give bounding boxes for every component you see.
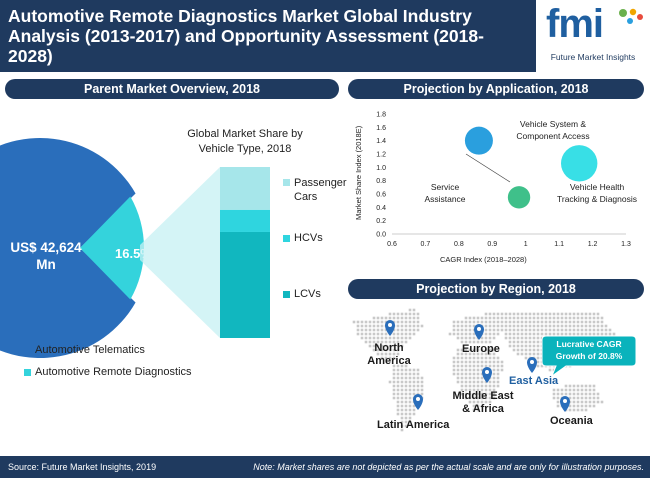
legend-swatch-telematics (24, 347, 31, 354)
pin-icon-oceania (560, 396, 570, 412)
bubble-point (561, 145, 598, 182)
bar-segment-lcvs (220, 231, 270, 338)
annotation-vsca-line2: Component Access (516, 131, 590, 141)
pin-icon-latin-america (413, 394, 423, 410)
swatch-hcvs (283, 235, 290, 242)
footer: Source: Future Market Insights, 2019 Not… (0, 456, 650, 478)
region-latin-america: Latin America (377, 419, 450, 431)
y-axis-title: Market Share Index (2018E) (354, 125, 363, 220)
fmi-logo: fmi Future Market Insights (536, 0, 650, 72)
logo-letters: fmi (546, 2, 604, 46)
pie-chart (0, 138, 144, 358)
x-axis-title: CAGR Index (2018–2028) (440, 255, 527, 264)
region-mea-line2: & Africa (462, 403, 504, 415)
bubble-point (507, 186, 531, 209)
world-map (352, 308, 616, 432)
region-east-asia: East Asia (509, 375, 559, 387)
label-hcvs: HCVs (294, 232, 323, 244)
y-tick-label: 1.0 (376, 165, 386, 172)
bar-title: Global Market Share by Vehicle Type, 201… (187, 128, 303, 155)
y-tick-label: 1.2 (376, 152, 386, 159)
header-banner: Automotive Remote Diagnostics Market Glo… (0, 0, 650, 72)
y-tick-label: 0.2 (376, 218, 386, 225)
swatch-lcvs (283, 291, 290, 298)
region-mea-line1: Middle East (452, 390, 514, 402)
y-tick-label: 1.4 (376, 138, 386, 145)
annotation-sa: Service Assistance (415, 181, 475, 205)
bubble-chart-axes: 0.6 0.7 0.8 0.9 1 1.1 1.2 1.3 0.0 0.2 0.4 0.6 0.8 1.0… (376, 112, 631, 249)
region-europe: Europe (462, 343, 500, 355)
region-middle-east-africa: Middle East & Africa (447, 390, 519, 416)
x-tick-label: 1 (524, 241, 528, 248)
x-tick-label: 0.6 (387, 241, 397, 248)
annotation-vhtd-line2: Tracking & Diagnosis (557, 194, 637, 204)
annotation-sa-line1: Service (430, 182, 460, 192)
bar-segment-passenger-cars (220, 167, 270, 210)
pin-icon-middle-east-africa (482, 367, 492, 383)
region-north-america-line1: North (374, 342, 404, 354)
y-tick-label: 0.4 (376, 205, 386, 212)
annotation-vsca: Vehicle System & Component Access (512, 118, 594, 142)
stacked-bar-chart (140, 167, 270, 338)
pie-slice-automotive-remote-diagnostics (80, 196, 144, 300)
pin-icon-north-america (385, 320, 395, 336)
bar-connector (140, 167, 220, 338)
logo-subtitle: Future Market Insights (550, 52, 636, 62)
region-north-america: North America (364, 342, 414, 368)
annotation-vsca-line1: Vehicle System & (519, 119, 587, 129)
x-tick-label: 0.7 (421, 241, 431, 248)
pin-icon-europe (474, 324, 484, 340)
legend-swatch-remote-diagnostics (24, 369, 31, 376)
footer-note: Note: Market shares are not depicted as … (253, 462, 644, 472)
y-tick-label: 1.8 (376, 112, 386, 119)
annotation-sa-line2: Assistance (424, 194, 466, 204)
legend-label-telematics: Automotive Telematics (35, 344, 145, 356)
bubble-point (464, 126, 493, 155)
pie-slice-automotive-telematics (0, 138, 136, 358)
annotation-vhtd-line1: Vehicle Health (569, 182, 625, 192)
x-tick-label: 0.8 (454, 241, 464, 248)
bubble-chart: 0.6 0.7 0.8 0.9 1 1.1 1.2 1.3 0.0 0.2 0.4 0.6 0.8 1.0… (354, 112, 631, 265)
annotation-vhtd: Vehicle Health Tracking & Diagnosis (551, 181, 643, 205)
bar-segment-hcvs (220, 209, 270, 232)
cagr-callout-line1: Lucrative CAGR (556, 339, 622, 349)
x-tick-label: 1.1 (554, 241, 564, 248)
y-tick-label: 0.6 (376, 192, 386, 199)
y-tick-label: 0.0 (376, 232, 386, 239)
application-heading: Projection by Application, 2018 (348, 79, 644, 99)
region-oceania: Oceania (550, 415, 593, 427)
legend-label-remote-diagnostics: Automotive Remote Diagnostics (35, 366, 192, 378)
swatch-passenger-cars (283, 179, 290, 186)
parent-market-heading: Parent Market Overview, 2018 (5, 79, 339, 99)
region-north-america-line2: America (367, 355, 411, 367)
cagr-callout (541, 335, 637, 378)
page-title: Automotive Remote Diagnostics Market Glo… (8, 6, 484, 66)
pin-icon-east-asia (527, 357, 537, 373)
bubble-chart-points (464, 126, 598, 209)
world-map-pins (385, 320, 570, 412)
x-tick-label: 1.2 (588, 241, 598, 248)
y-tick-label: 0.8 (376, 178, 386, 185)
annotation-connector (465, 153, 511, 183)
x-tick-label: 1.3 (621, 241, 631, 248)
y-tick-label: 1.6 (376, 125, 386, 132)
pie-center-value: US$ 42,624 Mn (10, 240, 82, 272)
logo-dots-icon (619, 8, 643, 24)
x-tick-label: 0.9 (487, 241, 497, 248)
region-heading: Projection by Region, 2018 (348, 279, 644, 299)
label-passenger-cars: Passenger Cars (294, 177, 347, 203)
footer-source: Source: Future Market Insights, 2019 (8, 462, 157, 472)
cagr-callout-line2: Growth of 20.8% (555, 351, 623, 361)
label-lcvs: LCVs (294, 288, 321, 300)
cagr-callout-text: Lucrative CAGR Growth of 20.8% (542, 338, 636, 362)
